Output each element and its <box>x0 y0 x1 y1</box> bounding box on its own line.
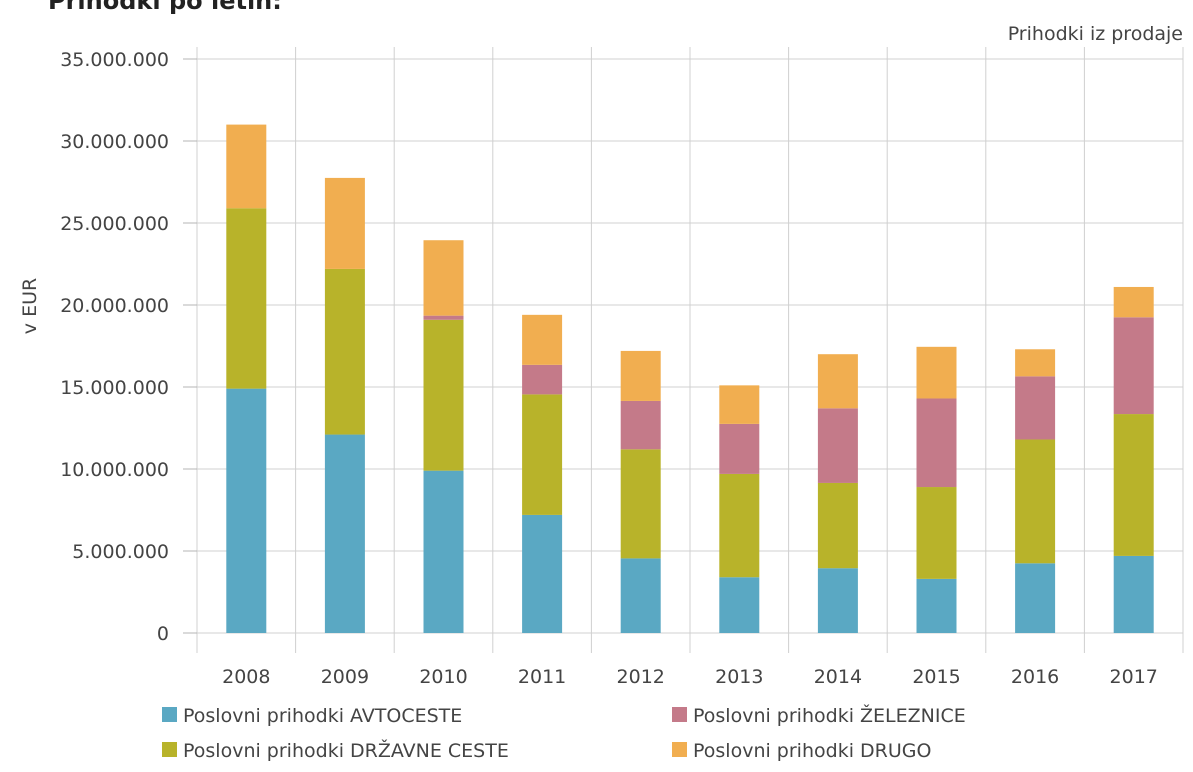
chart-title: Prihodki po letih: <box>48 0 282 15</box>
bar-segment <box>423 470 464 633</box>
bar-segment <box>1113 414 1154 556</box>
bar-segment <box>423 315 464 320</box>
chart-subtitle: Prihodki iz prodaje <box>1008 23 1183 45</box>
bar-segment <box>522 364 563 395</box>
bar-segment <box>423 319 464 471</box>
x-tick-label: 2009 <box>321 666 369 688</box>
bar-segment <box>1015 376 1056 440</box>
x-tick-label: 2008 <box>222 666 270 688</box>
legend-swatch <box>162 742 177 757</box>
legend-label: Poslovni prihodki DRUGO <box>693 740 931 762</box>
legend-label: Poslovni prihodki AVTOCESTE <box>183 705 462 727</box>
bar-segment <box>1113 317 1154 415</box>
bar-segment <box>719 473 760 578</box>
bar-segment <box>916 398 957 488</box>
bar-segment <box>1113 555 1154 633</box>
y-tick-label: 10.000.000 <box>60 459 169 481</box>
y-axis-label: v EUR <box>19 278 41 334</box>
bar-segment <box>719 423 760 474</box>
legend-label: Poslovni prihodki ŽELEZNICE <box>693 704 966 727</box>
bar-segment <box>817 482 858 569</box>
x-tick-label: 2010 <box>419 666 467 688</box>
y-tick-label: 0 <box>157 623 169 645</box>
y-tick-label: 15.000.000 <box>60 377 169 399</box>
x-tick-label: 2011 <box>518 666 566 688</box>
bar-segment <box>522 514 563 633</box>
bar-segment <box>324 434 365 633</box>
bar-segment <box>1113 286 1154 318</box>
x-axis-ticks: 2008 2009 2010 2011 2012 2013 2014 2015 2016 2017 <box>222 666 1158 688</box>
bars <box>226 124 1154 633</box>
legend-swatch <box>672 707 687 722</box>
bar-segment <box>1015 563 1056 633</box>
legend: Poslovni prihodki AVTOCESTE Poslovni prih… <box>162 704 966 762</box>
y-tick-label: 20.000.000 <box>60 295 169 317</box>
y-axis-ticks: 0 5.000.000 10.000.000 15.000.000 20.000.000… <box>60 49 197 645</box>
bar-segment <box>226 388 267 633</box>
bar-segment <box>916 487 957 579</box>
bar-segment <box>324 177 365 269</box>
bar-segment <box>916 346 957 399</box>
bar-segment <box>817 568 858 633</box>
bar-segment <box>522 394 563 515</box>
bar-segment <box>1015 349 1056 377</box>
bar-segment <box>620 449 661 559</box>
bar-segment <box>719 385 760 424</box>
bar-segment <box>719 577 760 633</box>
y-tick-label: 5.000.000 <box>72 541 169 563</box>
x-tick-label: 2015 <box>912 666 960 688</box>
bar-segment <box>620 558 661 633</box>
x-tick-label: 2013 <box>715 666 763 688</box>
x-tick-label: 2017 <box>1110 666 1158 688</box>
bar-segment <box>817 354 858 409</box>
legend-swatch <box>672 742 687 757</box>
bar-segment <box>324 268 365 435</box>
y-tick-label: 35.000.000 <box>60 49 169 71</box>
bar-segment <box>522 314 563 365</box>
y-tick-label: 30.000.000 <box>60 131 169 153</box>
bar-segment <box>226 124 267 209</box>
bar-segment <box>916 578 957 633</box>
bar-segment <box>423 240 464 316</box>
x-tick-label: 2012 <box>617 666 665 688</box>
legend-swatch <box>162 707 177 722</box>
bar-segment <box>620 400 661 450</box>
bar-segment <box>817 408 858 483</box>
x-tick-label: 2014 <box>814 666 862 688</box>
x-tick-label: 2016 <box>1011 666 1059 688</box>
y-tick-label: 25.000.000 <box>60 213 169 235</box>
legend-label: Poslovni prihodki DRŽAVNE CESTE <box>183 739 509 762</box>
bar-segment <box>1015 439 1056 564</box>
bar-segment <box>226 208 267 389</box>
bar-segment <box>620 350 661 401</box>
